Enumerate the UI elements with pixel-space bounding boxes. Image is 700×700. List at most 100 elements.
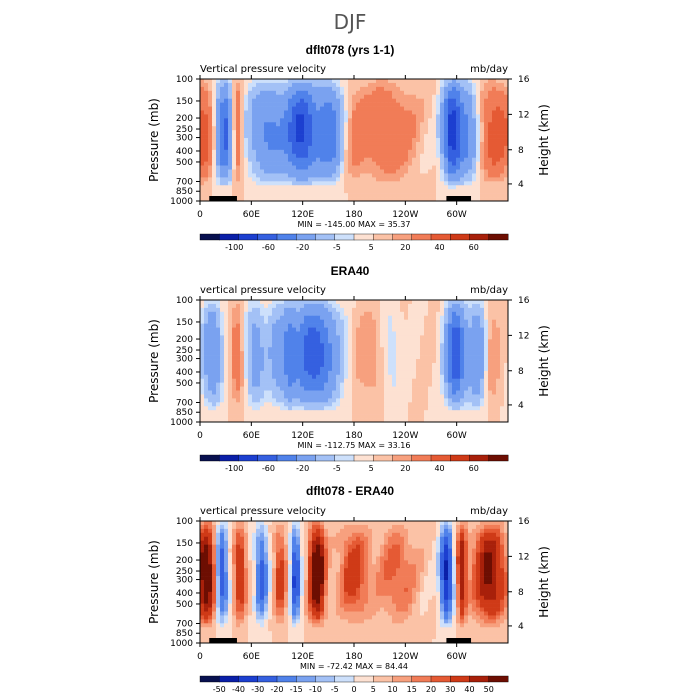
heatmap-cell	[472, 303, 477, 309]
heatmap-cell	[504, 351, 509, 356]
heatmap-cell	[412, 351, 417, 356]
heatmap-cell	[372, 418, 377, 423]
y-tick-label: 100	[176, 296, 193, 306]
heatmap-cell	[388, 394, 393, 399]
heatmap-cell	[376, 366, 381, 372]
heatmap-cell	[336, 79, 341, 84]
y-axis-label: Pressure (mb)	[147, 319, 161, 403]
heatmap-cell	[408, 110, 413, 115]
heatmap-cell	[476, 110, 481, 115]
heatmap-cell	[216, 323, 221, 328]
heatmap-cell	[376, 165, 381, 170]
heatmap-cell	[252, 521, 257, 526]
heatmap-cell	[484, 359, 489, 364]
heatmap-cell	[324, 134, 329, 139]
heatmap-cell	[340, 126, 345, 131]
heatmap-cell	[240, 331, 245, 336]
heatmap-cell	[428, 327, 433, 332]
heatmap-cell	[400, 177, 405, 182]
heatmap-cell	[312, 327, 317, 332]
heatmap-cell	[300, 418, 305, 423]
x-tick-label: 60W	[446, 431, 466, 441]
heatmap-cell	[244, 327, 249, 332]
heatmap-cell	[384, 110, 389, 115]
heatmap-cell	[376, 374, 381, 380]
heatmap-cell	[348, 185, 353, 190]
heatmap-cell	[504, 331, 509, 336]
heatmap-cell	[296, 149, 301, 155]
heatmap-cell	[372, 402, 377, 407]
heatmap-cell	[404, 173, 409, 178]
heatmap-cell	[488, 418, 493, 423]
heatmap-cell	[420, 315, 425, 320]
heatmap-cell	[412, 331, 417, 336]
heatmap-cell	[388, 406, 393, 411]
heatmap-cell	[352, 98, 357, 103]
heatmap-cell	[288, 177, 293, 182]
heatmap-cell	[352, 94, 357, 99]
heatmap-cell	[416, 331, 421, 336]
heatmap-cell	[388, 300, 393, 305]
heatmap-cell	[488, 323, 493, 328]
heatmap-cell	[256, 138, 261, 143]
heatmap-cell	[504, 418, 509, 423]
heatmap-cell	[440, 86, 445, 92]
heatmap-cell	[316, 165, 321, 170]
heatmap-cell	[408, 177, 413, 182]
heatmap-cell	[444, 134, 449, 139]
heatmap-cell	[344, 327, 349, 332]
heatmap-cell	[488, 374, 493, 380]
heatmap-cell	[200, 327, 205, 332]
heatmap-cell	[356, 398, 361, 403]
heatmap-cell	[392, 153, 397, 159]
heatmap-cell	[292, 303, 297, 309]
heatmap-cell	[216, 149, 221, 155]
heatmap-cell	[304, 307, 309, 313]
heatmap-cell	[304, 114, 309, 119]
heatmap-cell	[500, 402, 505, 407]
heatmap-cell	[364, 110, 369, 115]
heatmap-cell	[212, 370, 217, 376]
heatmap-cell	[208, 181, 213, 186]
heatmap-cell	[220, 102, 225, 107]
heatmap-cell	[216, 102, 221, 107]
heatmap-cell	[300, 366, 305, 372]
heatmap-cell	[404, 359, 409, 364]
heatmap-cell	[352, 418, 357, 423]
heatmap-cell	[328, 165, 333, 170]
heatmap-cell	[308, 414, 313, 419]
heatmap-cell	[368, 149, 373, 155]
heatmap-cell	[216, 386, 221, 391]
heatmap-cell	[364, 181, 369, 186]
heatmap-cell	[424, 122, 429, 127]
heatmap-cell	[348, 327, 353, 332]
heatmap-cell	[268, 414, 273, 419]
heatmap-cell	[368, 197, 373, 202]
heatmap-cell	[472, 149, 477, 155]
heatmap-cell	[376, 347, 381, 352]
heatmap-cell	[408, 118, 413, 123]
heatmap-cell	[476, 141, 481, 147]
heatmap-cell	[228, 311, 233, 317]
heatmap-cell	[268, 149, 273, 155]
heatmap-cell	[472, 323, 477, 328]
heatmap-cell	[296, 378, 301, 383]
heatmap-cell	[268, 79, 273, 84]
heatmap-cell	[240, 141, 245, 147]
heatmap-cell	[380, 394, 385, 399]
colorbar-swatch	[392, 454, 413, 462]
heatmap-cell	[392, 521, 397, 526]
heatmap-cell	[412, 189, 417, 194]
heatmap-cell	[464, 82, 469, 88]
colorbar-swatch	[296, 454, 316, 462]
heatmap-cell	[276, 110, 281, 115]
heatmap-cell	[248, 173, 253, 178]
heatmap-cell	[244, 418, 249, 423]
heatmap-cell	[452, 370, 457, 376]
heatmap-cell	[500, 197, 505, 202]
heatmap-cell	[376, 138, 381, 143]
heatmap-cell	[376, 122, 381, 127]
heatmap-cell	[312, 300, 317, 305]
heatmap-cell	[496, 122, 501, 127]
heatmap-cell	[408, 94, 413, 99]
